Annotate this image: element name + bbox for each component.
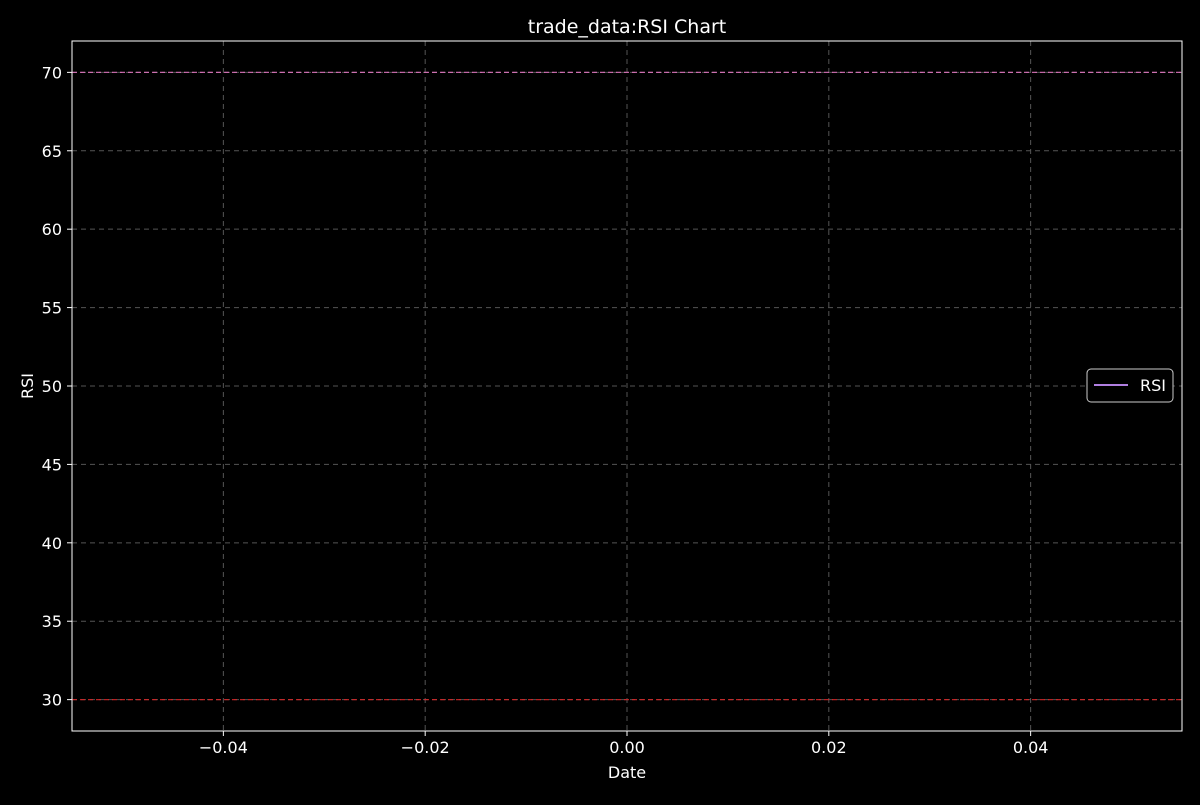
y-tick-label: 40 <box>42 534 62 553</box>
y-tick-label: 35 <box>42 612 62 631</box>
legend-box <box>1086 368 1174 403</box>
x-tick-label: 0.00 <box>609 738 645 757</box>
y-axis-label: RSI <box>18 373 37 399</box>
y-tick-label: 55 <box>42 299 62 318</box>
y-tick-label: 70 <box>42 63 62 82</box>
x-tick-label: −0.02 <box>401 738 450 757</box>
x-axis-ticks: −0.04 −0.02 0.00 0.02 0.04 <box>199 731 1049 757</box>
chart-title: trade_data:RSI Chart <box>528 16 726 38</box>
legend: RSI <box>1086 368 1174 403</box>
y-tick-label: 30 <box>42 691 62 710</box>
y-tick-label: 50 <box>42 377 62 396</box>
x-tick-label: −0.04 <box>199 738 248 757</box>
y-axis-ticks: 30 35 40 45 50 55 60 65 70 <box>42 63 72 710</box>
y-tick-label: 60 <box>42 220 62 239</box>
reference-lines <box>72 71 1182 701</box>
y-tick-label: 65 <box>42 142 62 161</box>
x-tick-label: 0.04 <box>1013 738 1049 757</box>
x-axis-label: Date <box>608 763 646 782</box>
legend-label-rsi: RSI <box>1140 376 1166 395</box>
x-tick-label: 0.02 <box>811 738 847 757</box>
y-tick-label: 45 <box>42 455 62 474</box>
